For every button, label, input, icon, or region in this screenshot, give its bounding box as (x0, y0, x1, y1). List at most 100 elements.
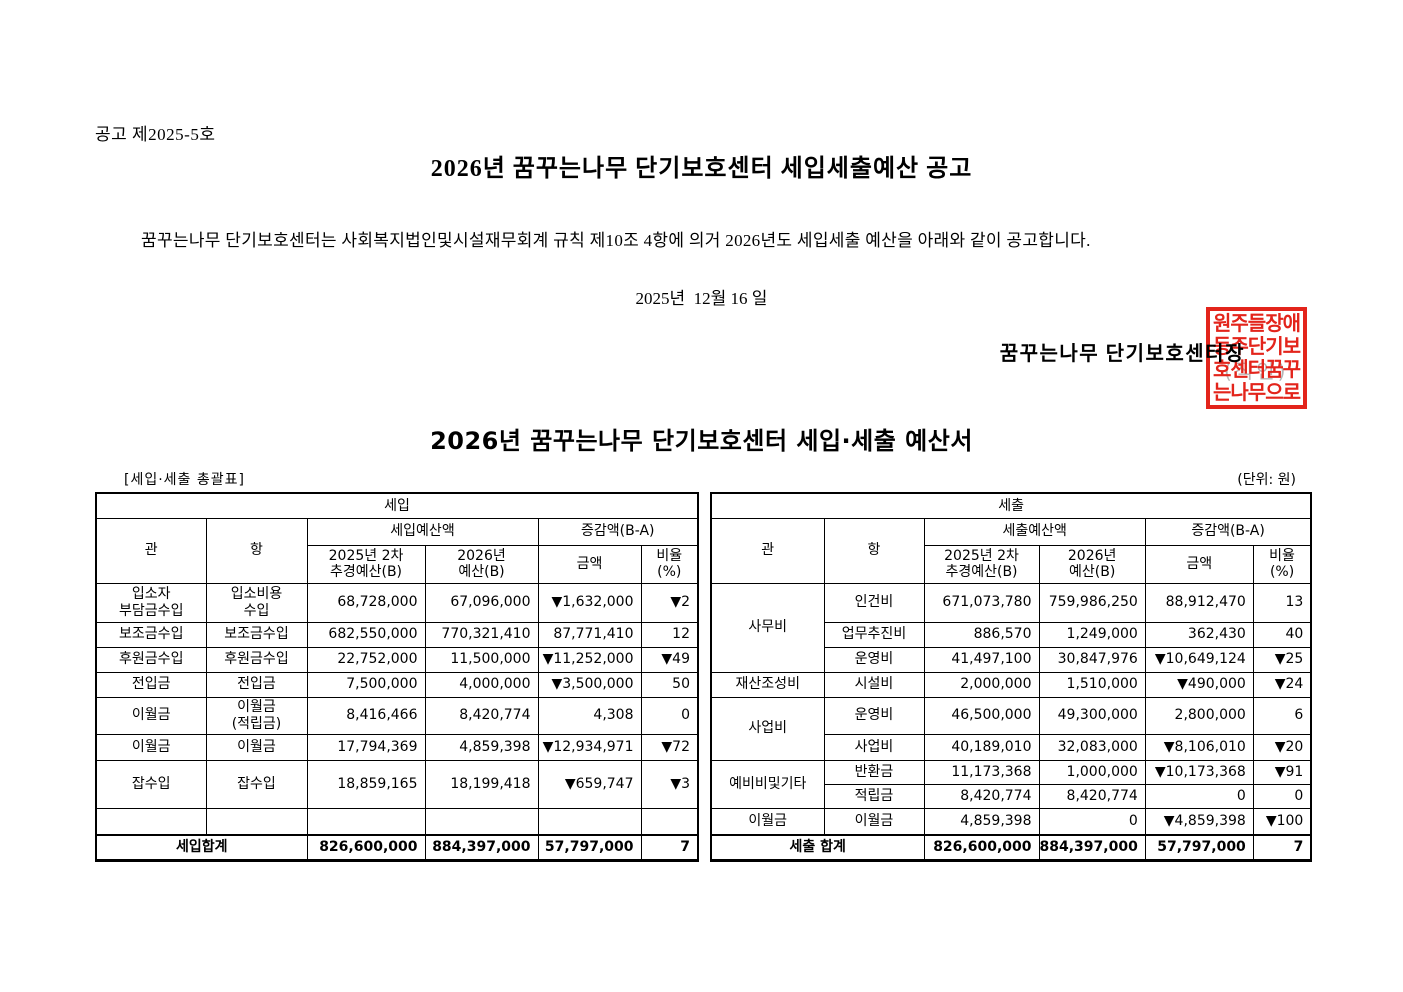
col-header-cur: 2026년 예산(B) (424, 544, 539, 584)
cell-cur: 1,000,000 (1038, 759, 1146, 785)
cell-prev: 46,500,000 (923, 696, 1040, 735)
cell-amount: ▼1,632,000 (537, 582, 642, 623)
cell-gwan: 이월금 (710, 807, 825, 836)
cell-cur: 8,420,774 (1038, 783, 1146, 809)
seal-text-row: 는나무으로 (1213, 380, 1301, 404)
section-title: 세입 (95, 492, 699, 519)
table-row: 이월금 이월금 4,859,398 0 ▼4,859,398 ▼100 (710, 807, 1312, 836)
total-label: 세출 합계 (710, 834, 925, 861)
cell-gwan: 입소자 부담금수입 (95, 582, 207, 623)
total-row: 세출 합계 826,600,000 884,397,000 57,797,000… (710, 834, 1312, 861)
section-title: 세출 (710, 492, 1312, 519)
cell-prev: 68,728,000 (306, 582, 426, 623)
cell-ratio: ▼72 (640, 733, 699, 761)
cell-prev: 41,497,100 (923, 646, 1040, 673)
total-cur: 884,397,000 (424, 834, 539, 861)
cell-gwan: 잡수입 (95, 759, 207, 809)
cell-gwan: 이월금 (95, 696, 207, 735)
signer-name: 꿈꾸는나무 단기보호센터장 (999, 343, 1245, 365)
total-row: 세입합계 826,600,000 884,397,000 57,797,000 … (95, 834, 699, 861)
cell-cur: 67,096,000 (424, 582, 539, 623)
cell-amount: 2,800,000 (1144, 696, 1254, 735)
col-header-hang: 항 (205, 517, 308, 584)
col-header-amount: 금액 (1144, 544, 1254, 584)
cell-amount: 87,771,410 (537, 621, 642, 648)
cell-ratio: 6 (1252, 696, 1312, 735)
cell-amount: 88,912,470 (1144, 582, 1254, 623)
cell-prev: 7,500,000 (306, 671, 426, 698)
seal-placeholder-text: (직인) (1224, 359, 1289, 383)
cell-amount: 0 (1144, 783, 1254, 809)
cell-ratio: 12 (640, 621, 699, 648)
cell-ratio: ▼2 (640, 582, 699, 623)
col-header-budget: 세출예산액 (923, 517, 1146, 546)
seal-text-row: 등주단기보 (1213, 334, 1301, 358)
cell-cur: 49,300,000 (1038, 696, 1146, 735)
col-header-prev: 2025년 2차 추경예산(B) (306, 544, 426, 584)
cell-amount: ▼11,252,000 (537, 646, 642, 673)
cell-hang: 운영비 (823, 646, 925, 673)
table-row: 잡수입 잡수입 18,859,165 18,199,418 ▼659,747 ▼… (95, 759, 699, 809)
cell-hang: 후원금수입 (205, 646, 308, 673)
col-header-budget: 세입예산액 (306, 517, 539, 546)
cell-prev: 671,073,780 (923, 582, 1040, 623)
cell-ratio: 13 (1252, 582, 1312, 623)
cell-amount: ▼10,649,124 (1144, 646, 1254, 673)
table-row: 이월금 이월금 17,794,369 4,859,398 ▼12,934,971… (95, 733, 699, 761)
cell-hang: 전입금 (205, 671, 308, 698)
expense-table: 세출 관 항 세출예산액 증감액(B-A) 2025년 2차 추경예산(B) 2… (710, 492, 1313, 862)
table-caption-row: [세입·세출 총괄표] (단위: 원) (95, 469, 1306, 489)
table-row: 사무비 인건비 671,073,780 759,986,250 88,912,4… (710, 582, 1312, 673)
cell-cur: 32,083,000 (1038, 733, 1146, 761)
table-row: 사업비 40,189,010 32,083,000 ▼8,106,010 ▼20 (711, 733, 1312, 761)
cell-ratio: ▼3 (640, 759, 699, 809)
total-ratio: 7 (640, 834, 699, 861)
total-ratio: 7 (1252, 834, 1312, 861)
cell-gwan: 보조금수입 (95, 621, 207, 648)
table-row: 예비비및기타 반환금 11,173,368 1,000,000 ▼10,173,… (710, 759, 1312, 809)
main-title: 2026년 꿈꾸는나무 단기보호센터 세입세출예산 공고 (430, 156, 973, 182)
cell-cur (424, 807, 539, 836)
cell-cur: 1,510,000 (1038, 671, 1146, 698)
total-amount: 57,797,000 (537, 834, 642, 861)
cell-hang (205, 807, 308, 836)
cell-amount (537, 807, 642, 836)
sub-title: 2026년 꿈꾸는나무 단기보호센터 세입·세출 예산서 (430, 427, 973, 455)
cell-gwan: 전입금 (95, 671, 207, 698)
cell-prev: 2,000,000 (923, 671, 1040, 698)
cell-hang: 입소비용 수입 (205, 582, 308, 623)
cell-gwan: 후원금수입 (95, 646, 207, 673)
header-row: 관 항 세입예산액 증감액(B-A) (95, 517, 699, 584)
col-header-prev: 2025년 2차 추경예산(B) (923, 544, 1040, 584)
cell-prev (306, 807, 426, 836)
cell-cur: 18,199,418 (424, 759, 539, 809)
col-header-change: 증감액(B-A) (1144, 517, 1312, 546)
cell-ratio: 50 (640, 671, 699, 698)
header-row: 2025년 2차 추경예산(B) 2026년 예산(B) 금액 비율 (%) (96, 544, 699, 584)
cell-amount: ▼8,106,010 (1144, 733, 1254, 761)
total-label: 세입합계 (95, 834, 308, 861)
cell-gwan: 사무비 (710, 582, 825, 673)
cell-prev: 4,859,398 (923, 807, 1040, 836)
cell-amount: ▼12,934,971 (537, 733, 642, 761)
body-paragraph: 꿈꾸는나무 단기보호센터는 사회복지법인및시설재무회계 규칙 제10조 4항에 … (141, 231, 1091, 250)
cell-prev: 8,416,466 (306, 696, 426, 735)
cell-ratio: ▼91 (1252, 759, 1312, 785)
cell-cur: 30,847,976 (1038, 646, 1146, 673)
table-row: 이월금 이월금 (적립금) 8,416,466 8,420,774 4,308 … (95, 696, 699, 735)
cell-amount: ▼659,747 (537, 759, 642, 809)
total-cur: 884,397,000 (1038, 834, 1146, 861)
cell-gwan: 재산조성비 (710, 671, 825, 698)
col-header-amount: 금액 (537, 544, 642, 584)
date-line: 2025년 12월 16 일 (635, 289, 768, 308)
header-row: 관 항 세출예산액 증감액(B-A) (710, 517, 1312, 584)
cell-hang: 업무추진비 (823, 621, 925, 648)
table-row: 업무추진비 886,570 1,249,000 362,430 40 (711, 621, 1312, 648)
cell-prev: 682,550,000 (306, 621, 426, 648)
cell-prev: 22,752,000 (306, 646, 426, 673)
seal-text-row: 원주들장애 (1213, 311, 1301, 335)
cell-amount: ▼490,000 (1144, 671, 1254, 698)
cell-ratio: ▼100 (1252, 807, 1312, 836)
table-section-row: 세입 (95, 492, 699, 519)
